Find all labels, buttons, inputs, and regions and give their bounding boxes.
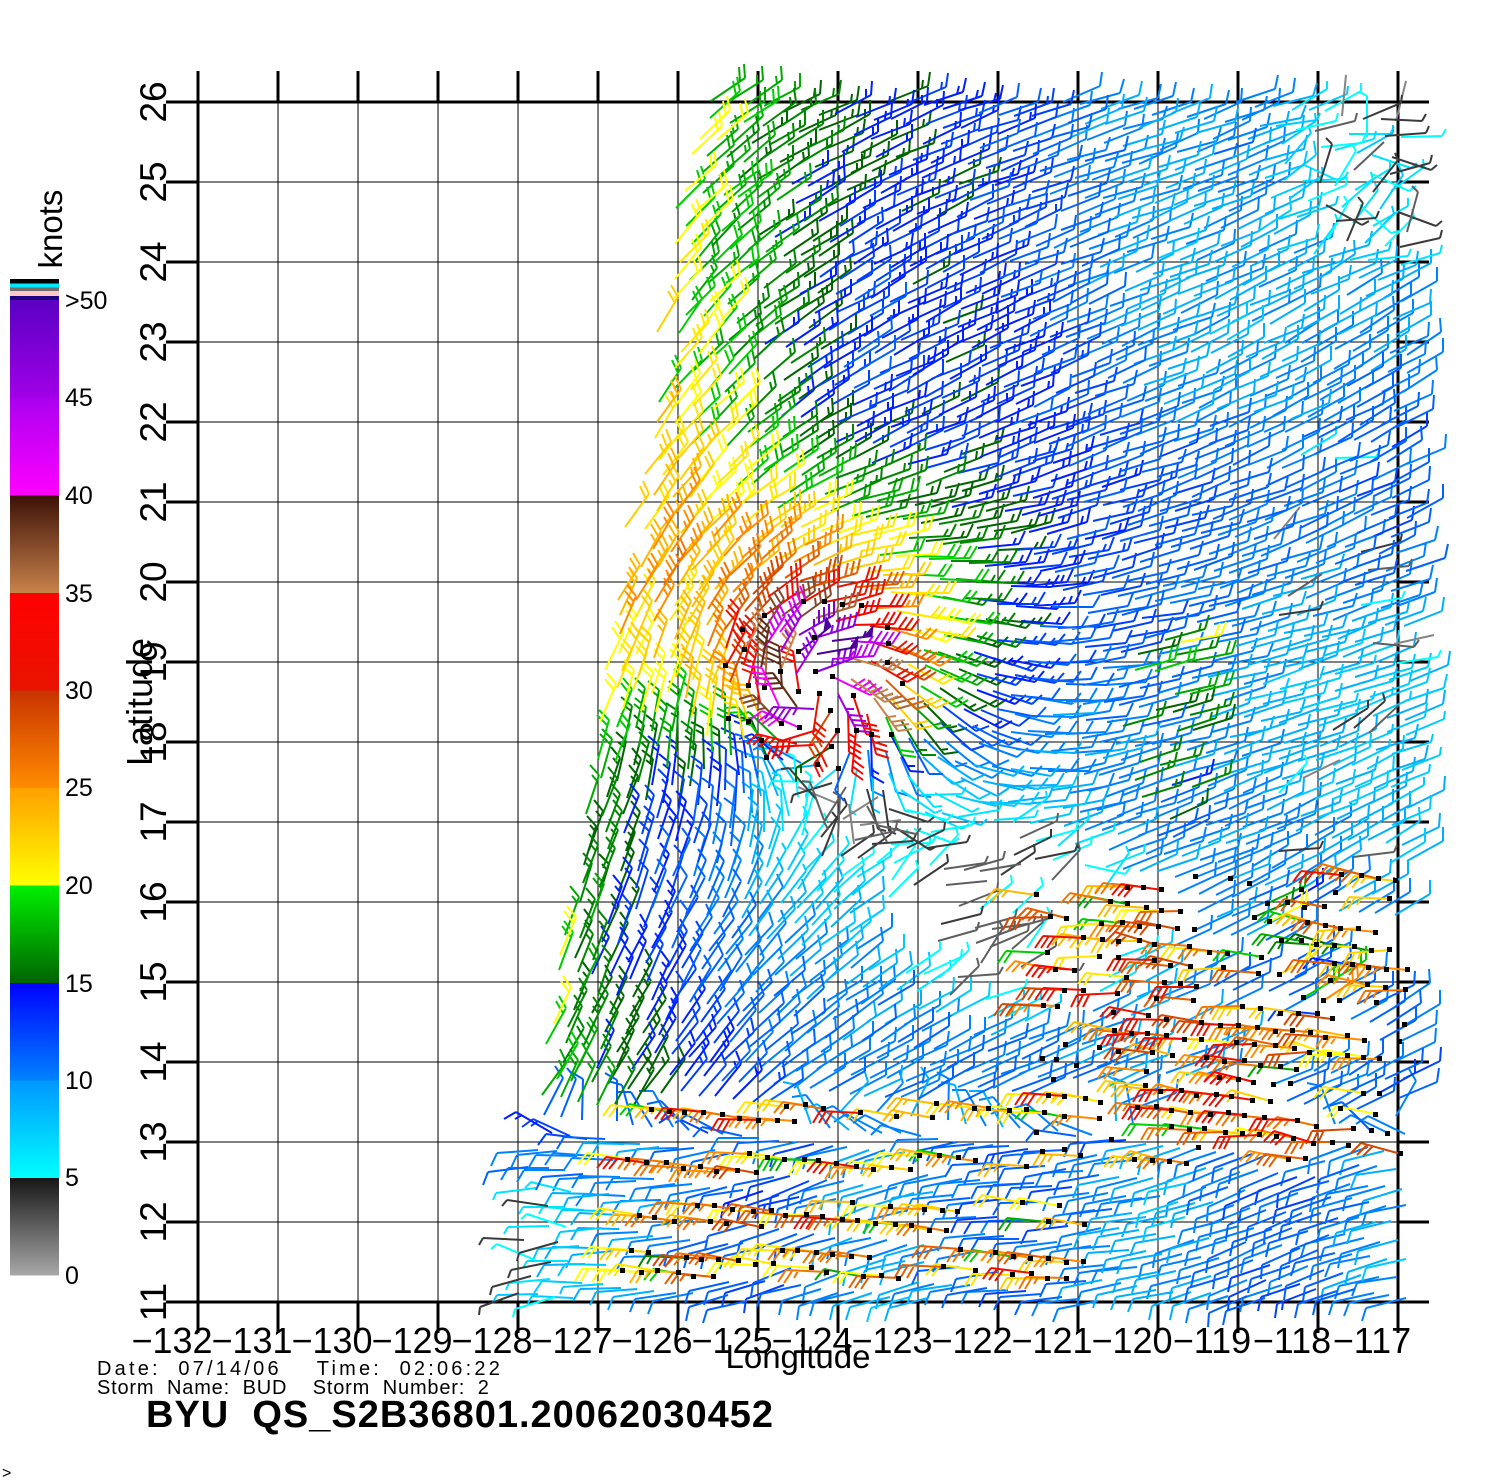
svg-text:10: 10 [65,1067,93,1095]
svg-text:35: 35 [65,580,93,608]
svg-text:BYU QS_S2B36801.20062030452: BYU QS_S2B36801.20062030452 [146,1394,774,1436]
svg-text:40: 40 [65,482,93,510]
svg-text:Longitude: Longitude [726,1338,871,1375]
svg-text:−129: −129 [371,1320,452,1361]
svg-text:5: 5 [65,1164,79,1192]
svg-text:>50: >50 [65,287,107,315]
svg-text:Storm Name: BUD Storm Nu: Storm Name: BUD Storm Number: 2 [97,1377,490,1399]
svg-text:19: 19 [133,641,174,682]
svg-text:−123: −123 [851,1320,932,1361]
svg-text:−132: −132 [131,1320,212,1361]
svg-text:15: 15 [133,961,174,1002]
svg-text:18: 18 [133,721,174,762]
svg-text:−117: −117 [1333,1320,1411,1361]
svg-text:−131: −131 [211,1320,292,1361]
svg-text:22: 22 [133,401,174,442]
svg-text:knots: knots [32,190,69,269]
svg-text:−128: −128 [451,1320,532,1361]
svg-text:24: 24 [133,241,174,282]
svg-text:Date: 07/14/06 Time: 02:0: Date: 07/14/06 Time: 02:06:22 [97,1358,503,1380]
svg-text:−127: −127 [531,1320,612,1361]
svg-text:−122: −122 [931,1320,1012,1361]
svg-text:26: 26 [133,81,174,122]
svg-text:12: 12 [133,1201,174,1242]
svg-text:23: 23 [133,321,174,362]
svg-text:−119: −119 [1173,1320,1251,1361]
svg-text:16: 16 [133,881,174,922]
svg-text:17: 17 [133,801,174,842]
svg-text:−121: −121 [1011,1320,1092,1361]
svg-text:14: 14 [133,1041,174,1082]
svg-text:−124: −124 [771,1320,852,1361]
svg-text:13: 13 [133,1121,174,1162]
svg-text:21: 21 [133,481,174,522]
svg-text:11: 11 [133,1283,174,1321]
svg-text:30: 30 [65,677,93,705]
svg-text:−130: −130 [291,1320,372,1361]
svg-text:25: 25 [65,774,93,802]
svg-text:15: 15 [65,970,93,998]
svg-text:−120: −120 [1091,1320,1172,1361]
svg-text:25: 25 [133,161,174,202]
svg-text:45: 45 [65,384,93,412]
svg-text:>: > [2,1465,11,1480]
svg-text:Latitude: Latitude [119,638,160,766]
svg-text:−118: −118 [1253,1320,1331,1361]
svg-text:20: 20 [133,561,174,602]
svg-text:0: 0 [65,1262,79,1290]
svg-text:−126: −126 [611,1320,692,1361]
svg-text:−125: −125 [691,1320,772,1361]
svg-text:20: 20 [65,872,93,900]
